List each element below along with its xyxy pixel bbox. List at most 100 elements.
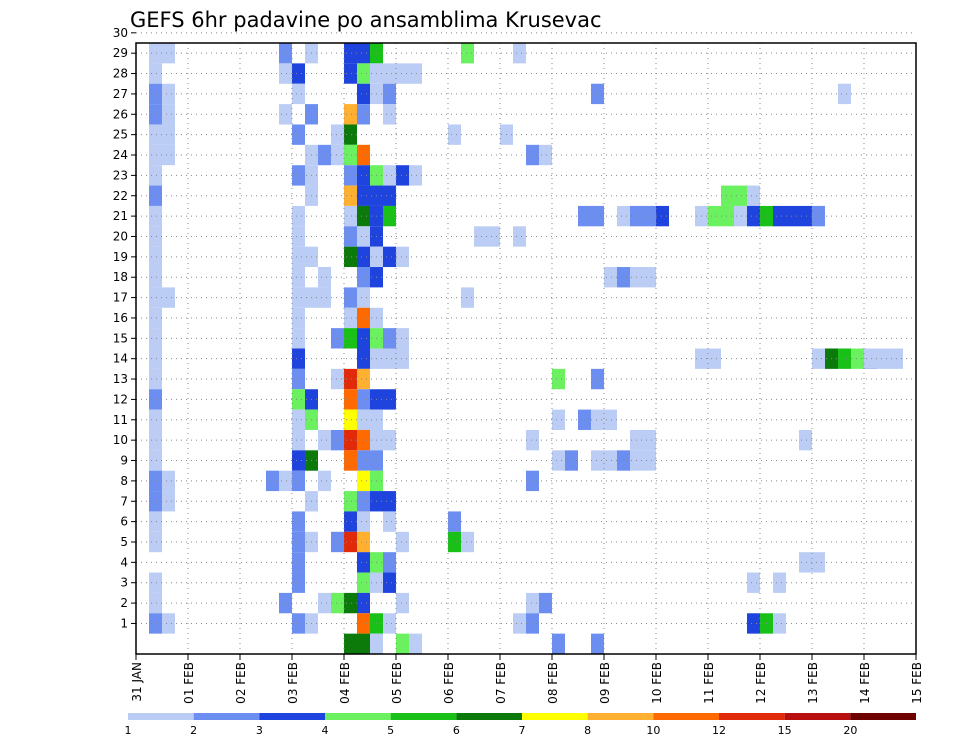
heatmap-cell bbox=[344, 531, 357, 553]
heatmap-cell bbox=[409, 165, 422, 186]
heatmap-cell bbox=[318, 429, 331, 451]
heatmap-cell bbox=[630, 450, 656, 471]
heatmap-cell bbox=[357, 409, 383, 430]
heatmap-cell bbox=[812, 205, 825, 227]
heatmap-cell bbox=[292, 226, 305, 247]
heatmap-cell bbox=[357, 246, 370, 268]
heatmap-cell bbox=[786, 205, 812, 227]
heatmap-cell bbox=[149, 511, 162, 532]
heatmap-cell bbox=[513, 43, 526, 64]
y-tick-label: 5 bbox=[120, 535, 128, 549]
heatmap-cell bbox=[292, 389, 305, 410]
heatmap-cell bbox=[292, 470, 305, 492]
heatmap-cell bbox=[357, 165, 370, 186]
heatmap-cell bbox=[331, 368, 344, 390]
colorbar-swatch bbox=[850, 713, 916, 720]
chart-title: GEFS 6hr padavine po ansamblima Krusevac bbox=[130, 8, 602, 32]
y-tick-label: 20 bbox=[113, 229, 128, 243]
heatmap-cell bbox=[838, 348, 851, 369]
y-tick-label: 23 bbox=[113, 168, 128, 182]
x-tick-label: 06 FEB bbox=[442, 662, 456, 704]
y-tick-label: 11 bbox=[113, 413, 128, 427]
heatmap-cell bbox=[344, 409, 357, 430]
heatmap-cell bbox=[331, 429, 344, 451]
heatmap-cell bbox=[344, 185, 357, 206]
heatmap-cell bbox=[370, 633, 383, 654]
heatmap-cell bbox=[149, 328, 162, 349]
heatmap-cell bbox=[344, 205, 357, 227]
colorbar-swatch bbox=[193, 713, 260, 720]
heatmap-cell bbox=[656, 205, 669, 227]
y-tick-label: 10 bbox=[113, 433, 128, 447]
heatmap-cell bbox=[344, 328, 357, 349]
heatmap-cell bbox=[864, 348, 903, 369]
colorbar-label: 4 bbox=[322, 724, 329, 737]
heatmap-cell bbox=[357, 144, 370, 166]
x-tick-label: 05 FEB bbox=[390, 662, 404, 704]
x-tick-label: 07 FEB bbox=[494, 662, 508, 704]
y-tick-label: 12 bbox=[113, 392, 128, 406]
heatmap-cell bbox=[292, 63, 305, 84]
heatmap-cell bbox=[149, 83, 162, 105]
heatmap-cell bbox=[149, 409, 162, 430]
heatmap-cell bbox=[357, 348, 370, 369]
y-tick-label: 1 bbox=[120, 616, 128, 630]
heatmap-cell bbox=[162, 124, 175, 145]
heatmap-cell bbox=[292, 165, 305, 186]
x-tick-label: 15 FEB bbox=[910, 662, 924, 704]
heatmap-cell bbox=[292, 83, 305, 105]
heatmap-cell bbox=[149, 470, 162, 492]
y-tick-label: 30 bbox=[113, 26, 128, 40]
y-tick-label: 27 bbox=[113, 87, 128, 101]
colorbar-label: 20 bbox=[843, 724, 857, 737]
heatmap-cell bbox=[149, 592, 162, 614]
colorbar-label: 1 bbox=[125, 724, 132, 737]
x-tick-label: 09 FEB bbox=[598, 662, 612, 704]
x-tick-label: 13 FEB bbox=[806, 662, 820, 704]
heatmap-cell bbox=[344, 287, 357, 308]
heatmap-cell bbox=[344, 144, 357, 166]
heatmap-cell bbox=[279, 104, 292, 125]
colorbar-swatch bbox=[259, 713, 325, 720]
heatmap-cell bbox=[292, 368, 305, 390]
colorbar-label: 6 bbox=[453, 724, 460, 737]
y-tick-label: 26 bbox=[113, 107, 128, 121]
x-tick-label: 11 FEB bbox=[702, 662, 716, 704]
heatmap-cell bbox=[396, 246, 409, 268]
heatmap-cell bbox=[396, 592, 409, 614]
heatmap-cell bbox=[357, 328, 370, 349]
heatmap-cell bbox=[591, 368, 604, 390]
heatmap-cell bbox=[292, 552, 305, 573]
heatmap-cell bbox=[591, 450, 617, 471]
heatmap-cell bbox=[526, 613, 539, 634]
heatmap-cell bbox=[357, 613, 370, 634]
colorbar-swatch bbox=[522, 713, 588, 720]
heatmap-cell bbox=[149, 246, 162, 268]
heatmap-cell bbox=[357, 450, 383, 471]
colorbar-label: 12 bbox=[712, 724, 726, 737]
heatmap-cell bbox=[149, 267, 162, 288]
heatmap-cell bbox=[279, 63, 292, 84]
heatmap-cell bbox=[357, 429, 370, 451]
heatmap-cell bbox=[396, 633, 409, 654]
heatmap-cell bbox=[383, 205, 396, 227]
colorbar-label: 2 bbox=[190, 724, 197, 737]
heatmap-cell bbox=[526, 144, 539, 166]
heatmap-cell bbox=[747, 613, 760, 634]
heatmap-cell bbox=[799, 429, 812, 451]
colorbar-swatch bbox=[587, 713, 654, 720]
heatmap-cell bbox=[149, 348, 162, 369]
heatmap-cell bbox=[448, 511, 461, 532]
heatmap-cell bbox=[383, 613, 396, 634]
heatmap-cell bbox=[396, 165, 409, 186]
colorbar: 1 2 3 4 5 6 7 8 10 12 15 20 bbox=[125, 713, 916, 737]
heatmap-cell bbox=[149, 185, 162, 206]
y-tick-label: 2 bbox=[120, 596, 128, 610]
colorbar-label: 10 bbox=[646, 724, 660, 737]
heatmap-cell bbox=[357, 368, 370, 390]
y-axis: 1234567891011121314151617181920212223242… bbox=[113, 26, 136, 630]
y-tick-label: 24 bbox=[113, 148, 128, 162]
heatmap-cell bbox=[331, 531, 344, 553]
heatmap-cell bbox=[383, 572, 396, 593]
heatmap-cell bbox=[383, 328, 396, 349]
